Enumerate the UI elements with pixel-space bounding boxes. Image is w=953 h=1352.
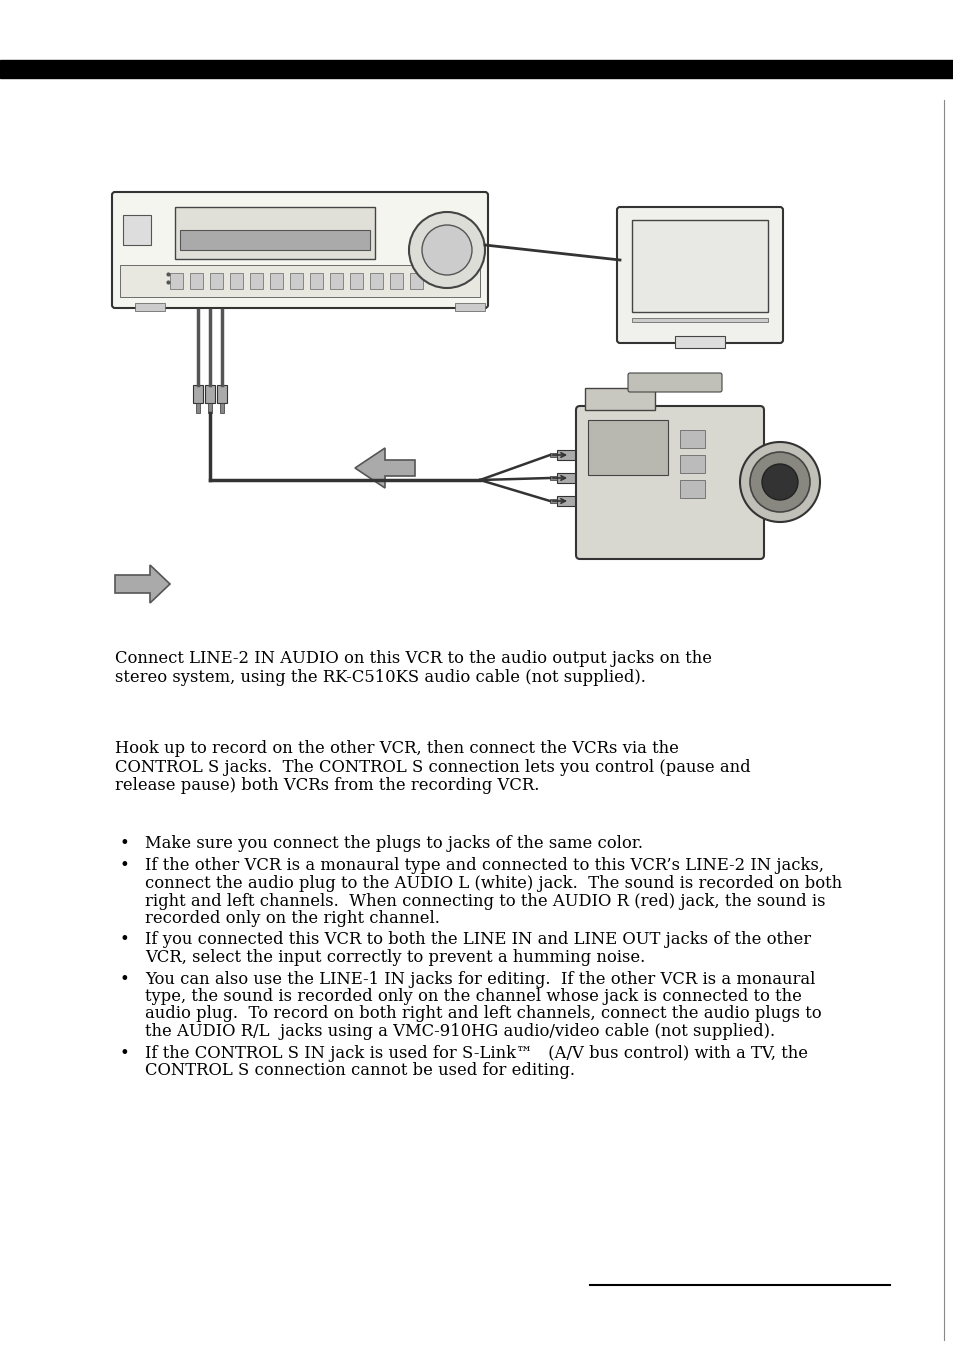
Text: release pause) both VCRs from the recording VCR.: release pause) both VCRs from the record… bbox=[115, 777, 538, 794]
Bar bbox=[550, 499, 557, 503]
Text: If you connected this VCR to both the LINE IN and LINE OUT jacks of the other: If you connected this VCR to both the LI… bbox=[145, 932, 810, 949]
Bar bbox=[370, 273, 382, 289]
Text: Connect LINE-2 IN AUDIO on this VCR to the audio output jacks on the: Connect LINE-2 IN AUDIO on this VCR to t… bbox=[115, 650, 711, 667]
Text: type, the sound is recorded only on the channel whose jack is connected to the: type, the sound is recorded only on the … bbox=[145, 988, 801, 1005]
Text: •: • bbox=[120, 1045, 130, 1061]
Bar bbox=[679, 430, 704, 448]
Bar bbox=[190, 273, 203, 289]
Bar bbox=[250, 273, 263, 289]
Bar bbox=[0, 59, 953, 78]
Bar bbox=[208, 403, 212, 412]
Bar bbox=[120, 265, 479, 297]
Circle shape bbox=[421, 224, 472, 274]
FancyBboxPatch shape bbox=[576, 406, 763, 558]
Text: •: • bbox=[120, 836, 130, 852]
Bar bbox=[557, 450, 575, 460]
Text: You can also use the LINE-1 IN jacks for editing.  If the other VCR is a monaura: You can also use the LINE-1 IN jacks for… bbox=[145, 971, 815, 987]
Bar bbox=[631, 220, 767, 312]
Bar bbox=[455, 303, 484, 311]
Bar bbox=[174, 207, 375, 260]
Bar bbox=[330, 273, 343, 289]
Bar bbox=[675, 337, 724, 347]
Bar bbox=[350, 273, 363, 289]
Bar bbox=[123, 215, 151, 245]
Polygon shape bbox=[355, 448, 415, 488]
Bar bbox=[679, 480, 704, 498]
Text: right and left channels.  When connecting to the AUDIO R (red) jack, the sound i: right and left channels. When connecting… bbox=[145, 892, 824, 910]
Bar bbox=[216, 385, 227, 403]
Bar bbox=[390, 273, 402, 289]
Bar bbox=[180, 230, 370, 250]
FancyBboxPatch shape bbox=[112, 192, 488, 308]
Bar bbox=[193, 385, 203, 403]
Bar bbox=[410, 273, 422, 289]
Bar bbox=[550, 476, 557, 480]
Text: •: • bbox=[120, 932, 130, 949]
Bar bbox=[230, 273, 243, 289]
Text: CONTROL S jacks.  The CONTROL S connection lets you control (pause and: CONTROL S jacks. The CONTROL S connectio… bbox=[115, 758, 750, 776]
Text: stereo system, using the RK-C510KS audio cable (not supplied).: stereo system, using the RK-C510KS audio… bbox=[115, 668, 645, 685]
Bar bbox=[679, 456, 704, 473]
Text: the AUDIO R/L  jacks using a VMC-910HG audio/video cable (not supplied).: the AUDIO R/L jacks using a VMC-910HG au… bbox=[145, 1023, 774, 1040]
Bar bbox=[220, 403, 224, 412]
Bar bbox=[587, 420, 667, 475]
Text: •: • bbox=[120, 971, 130, 987]
Circle shape bbox=[740, 442, 820, 522]
Bar bbox=[195, 403, 200, 412]
FancyBboxPatch shape bbox=[617, 207, 782, 343]
Text: recorded only on the right channel.: recorded only on the right channel. bbox=[145, 910, 439, 927]
Bar bbox=[631, 318, 767, 322]
Text: Hook up to record on the other VCR, then connect the VCRs via the: Hook up to record on the other VCR, then… bbox=[115, 740, 679, 757]
Text: VCR, select the input correctly to prevent a humming noise.: VCR, select the input correctly to preve… bbox=[145, 949, 644, 965]
Bar bbox=[550, 453, 557, 457]
Bar bbox=[170, 273, 183, 289]
Bar bbox=[270, 273, 283, 289]
Text: connect the audio plug to the AUDIO L (white) jack.  The sound is recorded on bo: connect the audio plug to the AUDIO L (w… bbox=[145, 875, 841, 892]
Bar bbox=[210, 273, 223, 289]
Bar bbox=[310, 273, 323, 289]
Text: audio plug.  To record on both right and left channels, connect the audio plugs : audio plug. To record on both right and … bbox=[145, 1006, 821, 1022]
Polygon shape bbox=[115, 565, 170, 603]
Text: If the CONTROL S IN jack is used for S-Link™   (A/V bus control) with a TV, the: If the CONTROL S IN jack is used for S-L… bbox=[145, 1045, 807, 1061]
Bar bbox=[205, 385, 214, 403]
Text: CONTROL S connection cannot be used for editing.: CONTROL S connection cannot be used for … bbox=[145, 1063, 575, 1079]
Bar bbox=[290, 273, 303, 289]
Bar bbox=[135, 303, 165, 311]
Bar bbox=[557, 496, 575, 506]
Text: If the other VCR is a monaural type and connected to this VCR’s LINE-2 IN jacks,: If the other VCR is a monaural type and … bbox=[145, 857, 823, 875]
Text: •: • bbox=[120, 857, 130, 875]
Circle shape bbox=[749, 452, 809, 512]
Circle shape bbox=[761, 464, 797, 500]
FancyBboxPatch shape bbox=[627, 373, 721, 392]
Circle shape bbox=[409, 212, 484, 288]
Bar bbox=[557, 473, 575, 483]
Bar bbox=[584, 388, 655, 410]
Text: Make sure you connect the plugs to jacks of the same color.: Make sure you connect the plugs to jacks… bbox=[145, 836, 642, 852]
